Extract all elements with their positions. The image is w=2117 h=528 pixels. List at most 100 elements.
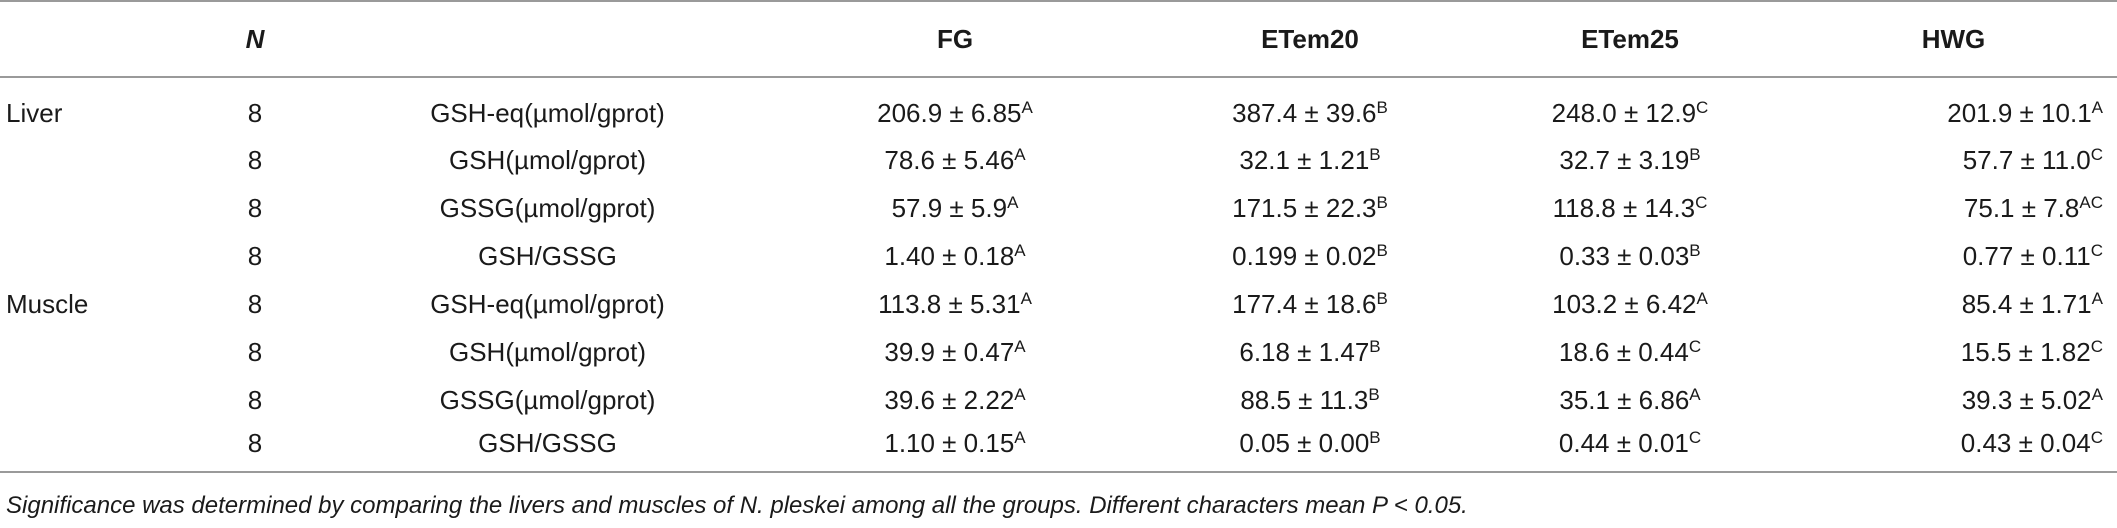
glutathione-table: N FG ETem20 ETem25 HWG Liver 8 GSH-eq(µmol…: [0, 0, 2117, 473]
significance-letter: C: [2090, 240, 2103, 260]
cell-etem20: 0.199 ± 0.02B: [1150, 232, 1470, 280]
cell-fg: 1.10 ± 0.15A: [760, 424, 1150, 473]
cell-etem20: 387.4 ± 39.6B: [1150, 77, 1470, 136]
significance-letter: AC: [2079, 192, 2103, 212]
cell-etem20: 171.5 ± 22.3B: [1150, 184, 1470, 232]
significance-letter: B: [1368, 384, 1380, 404]
cell-fg: 1.40 ± 0.18A: [760, 232, 1150, 280]
cell-hwg: 85.4 ± 1.71A: [1790, 280, 2117, 328]
significance-letter: C: [2090, 336, 2103, 356]
significance-letter: A: [1014, 336, 1026, 356]
cell-tissue: [0, 184, 175, 232]
cell-value: 57.9 ± 5.9: [891, 192, 1008, 223]
cell-value: 0.33 ± 0.03: [1559, 240, 1690, 271]
cell-etem20: 88.5 ± 11.3B: [1150, 376, 1470, 424]
cell-value: 88.5 ± 11.3: [1240, 384, 1369, 415]
significance-letter: C: [1695, 192, 1708, 212]
cell-tissue: [0, 424, 175, 473]
cell-fg: 113.8 ± 5.31A: [760, 280, 1150, 328]
cell-fg: 39.9 ± 0.47A: [760, 328, 1150, 376]
significance-letter: A: [1014, 384, 1026, 404]
cell-value: 39.3 ± 5.02: [1961, 384, 2092, 415]
cell-value: 78.6 ± 5.46: [884, 144, 1015, 175]
cell-etem25: 32.7 ± 3.19B: [1470, 136, 1790, 184]
table-footnote: Significance was determined by comparing…: [6, 492, 1468, 519]
significance-letter: B: [1369, 428, 1381, 447]
cell-parameter: GSH(µmol/gprot): [448, 336, 647, 367]
significance-letter: C: [1688, 428, 1702, 447]
significance-letter: A: [1014, 144, 1026, 164]
cell-n: 8: [247, 192, 263, 223]
cell-value: 6.18 ± 1.47: [1239, 336, 1370, 367]
significance-letter: B: [1376, 192, 1388, 212]
significance-letter: B: [1376, 240, 1388, 260]
cell-value: 15.5 ± 1.82: [1960, 336, 2091, 367]
cell-parameter: GSSG(µmol/gprot): [439, 384, 656, 415]
header-parameter: [335, 0, 760, 78]
cell-etem25: 0.44 ± 0.01C: [1470, 424, 1790, 473]
significance-letter: B: [1689, 240, 1701, 260]
cell-tissue: Muscle: [6, 288, 89, 319]
cell-value: 177.4 ± 18.6: [1232, 288, 1377, 319]
cell-value: 113.8 ± 5.31: [878, 288, 1021, 319]
cell-tissue: [0, 136, 175, 184]
cell-etem25: 35.1 ± 6.86A: [1470, 376, 1790, 424]
cell-n: 8: [247, 336, 263, 367]
cell-n: 8: [175, 424, 335, 473]
cell-value: 39.6 ± 2.22: [884, 384, 1015, 415]
table-row: Liver 8 GSH-eq(µmol/gprot) 206.9 ± 6.85A 387…: [0, 77, 2117, 136]
cell-etem25: 103.2 ± 6.42A: [1470, 280, 1790, 328]
significance-letter: C: [2090, 144, 2103, 164]
cell-hwg: 201.9 ± 10.1A: [1790, 77, 2117, 136]
cell-etem20: 32.1 ± 1.21B: [1150, 136, 1470, 184]
significance-letter: A: [1696, 288, 1708, 308]
significance-letter: B: [1376, 288, 1388, 308]
significance-letter: C: [2090, 428, 2103, 447]
header-row: N FG ETem20 ETem25 HWG: [0, 0, 2117, 78]
header-etem25: ETem25: [1470, 0, 1790, 78]
significance-letter: A: [1007, 192, 1019, 212]
cell-hwg: 0.43 ± 0.04C: [1790, 424, 2117, 473]
cell-hwg: 75.1 ± 7.8AC: [1790, 184, 2117, 232]
significance-letter: B: [1369, 144, 1381, 164]
significance-letter: B: [1369, 336, 1381, 356]
cell-etem20: 6.18 ± 1.47B: [1150, 328, 1470, 376]
cell-tissue: [0, 376, 175, 424]
data-table-container: N FG ETem20 ETem25 HWG Liver 8 GSH-eq(µmol…: [0, 0, 2117, 473]
significance-letter: A: [1021, 97, 1033, 117]
cell-value: 206.9 ± 6.85: [877, 97, 1022, 128]
significance-letter: B: [1689, 144, 1701, 164]
cell-hwg: 57.7 ± 11.0C: [1790, 136, 2117, 184]
table-body: Liver 8 GSH-eq(µmol/gprot) 206.9 ± 6.85A 387…: [0, 77, 2117, 473]
cell-n: 8: [247, 97, 263, 128]
cell-parameter: GSH(µmol/gprot): [448, 144, 647, 175]
cell-etem25: 118.8 ± 14.3C: [1470, 184, 1790, 232]
table-row: 8 GSH/GSSG 1.40 ± 0.18A 0.199 ± 0.02B 0.33 ±…: [0, 232, 2117, 280]
cell-value: 0.05 ± 0.00: [1239, 428, 1370, 458]
header-tissue: [0, 0, 175, 78]
cell-parameter: GSH-eq(µmol/gprot): [430, 97, 665, 128]
cell-n: 8: [247, 144, 263, 175]
significance-letter: B: [1376, 97, 1388, 117]
cell-etem25: 248.0 ± 12.9C: [1470, 77, 1790, 136]
cell-value: 103.2 ± 6.42: [1552, 288, 1697, 319]
significance-letter: A: [1014, 240, 1026, 260]
header-fg: FG: [760, 0, 1150, 78]
cell-value: 18.6 ± 0.44: [1558, 336, 1689, 367]
cell-n: 8: [247, 384, 263, 415]
cell-tissue: [0, 232, 175, 280]
cell-value: 75.1 ± 7.8: [1963, 192, 2080, 223]
cell-tissue: Liver: [6, 97, 63, 128]
cell-value: 387.4 ± 39.6: [1232, 97, 1377, 128]
table-row: 8 GSSG(µmol/gprot) 39.6 ± 2.22A 88.5 ± 11.3…: [0, 376, 2117, 424]
cell-fg: 39.6 ± 2.22A: [760, 376, 1150, 424]
cell-value: 248.0 ± 12.9: [1551, 97, 1697, 128]
cell-value: 1.10 ± 0.15: [884, 428, 1015, 458]
cell-n: 8: [247, 240, 263, 271]
cell-n: 8: [247, 288, 263, 319]
cell-parameter: GSH-eq(µmol/gprot): [430, 288, 665, 319]
cell-value: 32.1 ± 1.21: [1239, 144, 1370, 175]
cell-etem20: 177.4 ± 18.6B: [1150, 280, 1470, 328]
cell-value: 32.7 ± 3.19: [1559, 144, 1690, 175]
cell-parameter: GSSG(µmol/gprot): [439, 192, 656, 223]
